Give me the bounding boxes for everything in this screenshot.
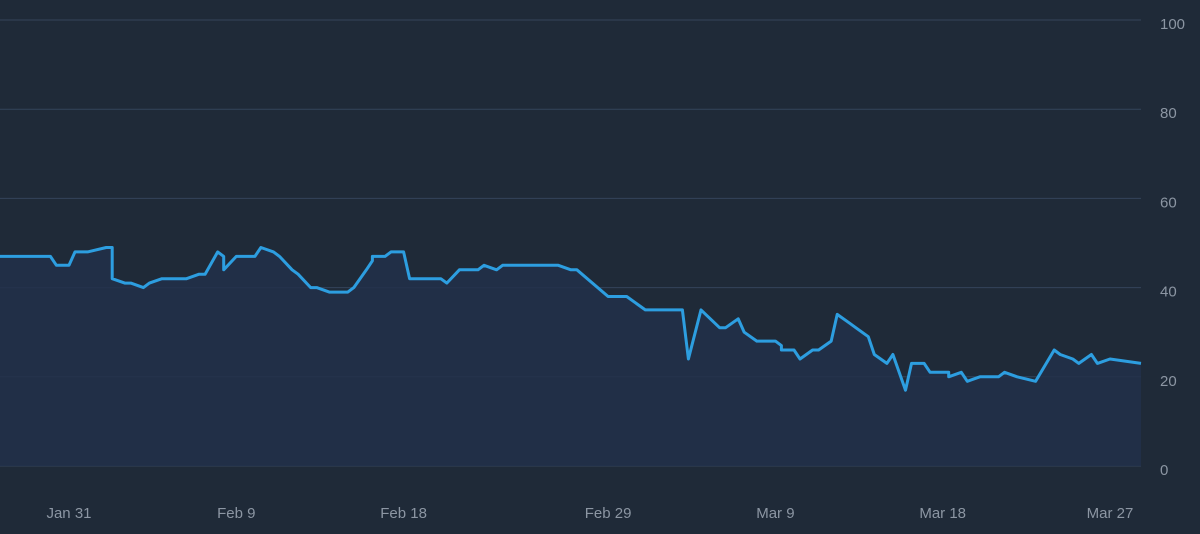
x-tick-label: Mar 9: [756, 505, 794, 522]
x-axis-ticks: Jan 31 Feb 9 Feb 18 Feb 29 Mar 9 Mar 18 Mar 27: [46, 505, 1133, 522]
y-axis-ticks: 0 20 40 60 80 100: [1160, 16, 1185, 479]
x-tick-label: Mar 18: [919, 505, 966, 522]
x-tick-label: Feb 29: [585, 505, 632, 522]
x-tick-label: Jan 31: [46, 505, 91, 522]
y-tick-label: 0: [1160, 462, 1168, 479]
series-line: [0, 246, 1142, 392]
y-tick-label: 40: [1160, 284, 1177, 301]
area-fill: [0, 247, 1141, 466]
y-tick-label: 80: [1160, 105, 1177, 122]
y-tick-label: 60: [1160, 194, 1177, 211]
x-tick-label: Feb 18: [380, 505, 427, 522]
series-line-layer: [0, 246, 1142, 392]
y-tick-label: 20: [1160, 373, 1177, 390]
series-area: [0, 247, 1141, 466]
x-tick-label: Mar 27: [1087, 505, 1134, 522]
x-tick-label: Feb 9: [217, 505, 255, 522]
y-tick-label: 100: [1160, 16, 1185, 33]
